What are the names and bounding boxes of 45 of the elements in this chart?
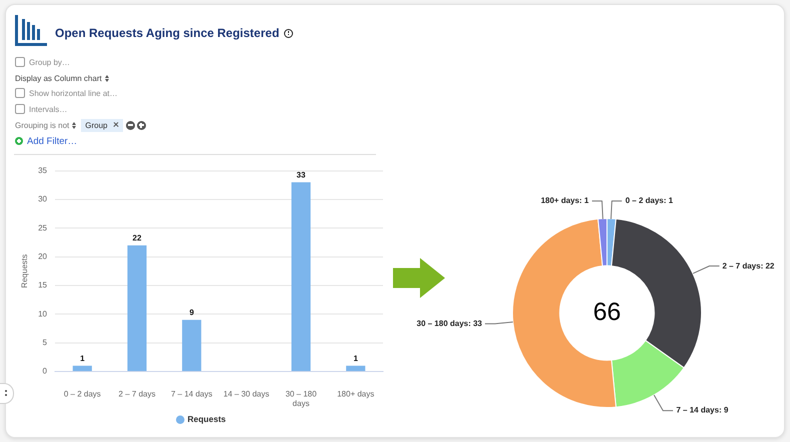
- data-label: : 1: [579, 196, 590, 205]
- text: 66: [593, 298, 621, 326]
- x-tick-label: 2 – 7 days: [118, 390, 156, 399]
- text: Group: [85, 120, 108, 130]
- slice-label: 2 – 7 days: [722, 261, 762, 270]
- slice-label: 180+ days: [540, 196, 580, 205]
- y-tick-label: 15: [38, 280, 48, 290]
- text: Add Filter…: [27, 136, 78, 146]
- y-tick-label: 25: [38, 223, 48, 232]
- data-label: 33: [296, 170, 306, 180]
- chart-title: Open Requests Aging since Registered: [55, 26, 280, 40]
- data-label: : 33: [468, 318, 483, 328]
- text: Show horizontal line at…: [29, 88, 118, 98]
- bar: [72, 366, 92, 371]
- data-label: : 9: [718, 406, 729, 415]
- bar: [182, 320, 202, 371]
- x-tick-label: 180+ days: [337, 390, 374, 399]
- y-tick-label: 5: [42, 338, 48, 348]
- bar: [127, 245, 147, 371]
- text: Intervals…: [29, 104, 68, 114]
- data-label: 1: [353, 354, 358, 363]
- y-axis-title: Requests: [20, 254, 30, 288]
- data-label: : 1: [664, 196, 674, 205]
- slice-label: 0 – 2 days: [625, 196, 664, 205]
- data-label: 22: [132, 234, 142, 243]
- data-label: : 22: [760, 261, 775, 270]
- legend-label: Requests: [187, 414, 226, 424]
- bar: [291, 182, 311, 371]
- text: Group by…: [29, 58, 70, 66]
- y-tick-label: 35: [38, 166, 48, 176]
- y-tick-label: 10: [38, 309, 48, 318]
- text: Display as Column chart: [15, 74, 102, 82]
- y-tick-label: 30: [38, 194, 48, 204]
- data-label: 9: [189, 308, 194, 318]
- slice-label: 30 – 180 days: [416, 318, 469, 328]
- text: Grouping is not: [15, 120, 70, 130]
- bar: [346, 366, 366, 371]
- x-tick-label: 0 – 2 days: [64, 390, 101, 399]
- x-tick-label: 7 – 14 days: [170, 390, 212, 399]
- y-tick-label: 20: [38, 252, 48, 262]
- y-tick-label: 0: [42, 366, 48, 376]
- data-label: 1: [80, 354, 86, 363]
- slice-label: 7 – 14 days: [676, 406, 720, 415]
- x-tick-label: 30 – 180 days: [285, 390, 318, 408]
- x-tick-label: 14 – 30 days: [223, 390, 270, 399]
